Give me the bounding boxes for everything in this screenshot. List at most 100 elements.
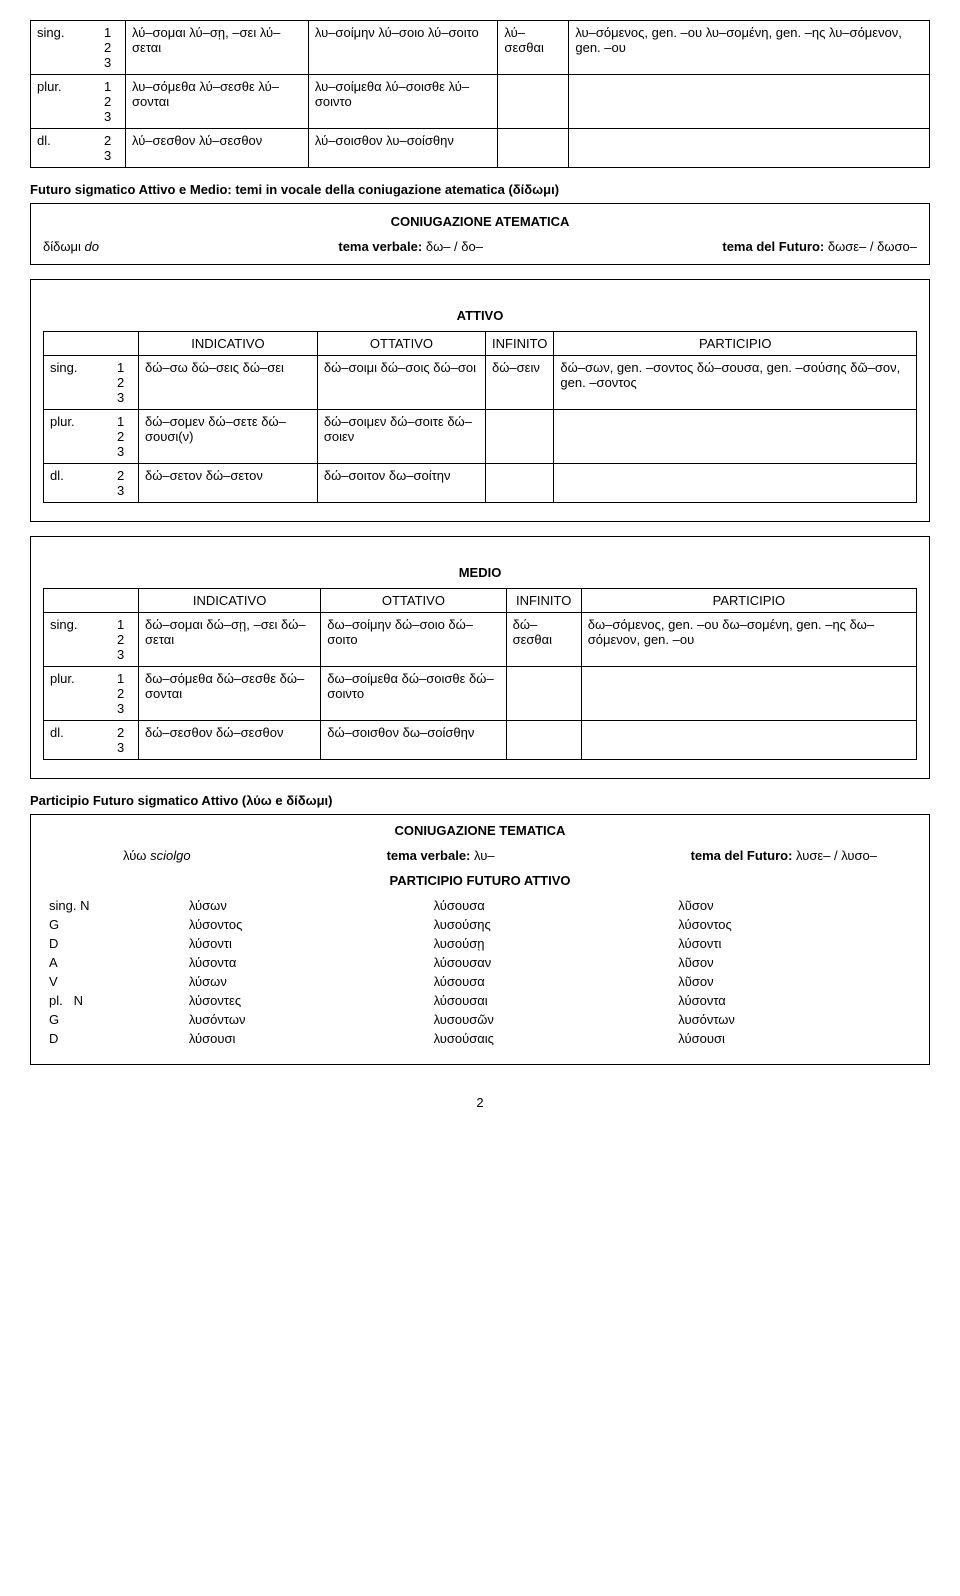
cell: λύσουσα	[428, 972, 673, 991]
verb-gloss-tematica: sciolgo	[150, 848, 190, 863]
column-header: PARTICIPIO	[554, 332, 917, 356]
cell: λυσούσῃ	[428, 934, 673, 953]
cell: λύσουσι	[183, 1029, 428, 1048]
cell: λυσόντων	[183, 1010, 428, 1029]
row-nums: 2 3	[111, 464, 139, 503]
cell: λῦσον	[672, 953, 917, 972]
cell: λύσουσαι	[428, 991, 673, 1010]
title-attivo: ATTIVO	[43, 308, 917, 323]
tema-verbale-label-2: tema verbale:	[387, 848, 471, 863]
cell	[569, 129, 930, 168]
row-label: sing.	[31, 21, 99, 75]
tema-line-tematica: λύω sciolgo tema verbale: λυ– tema del F…	[43, 848, 917, 869]
verb-gloss-atematica: do	[85, 239, 99, 254]
table-row: Gλυσόντωνλυσουσῶνλυσόντων	[43, 1010, 917, 1029]
table-row: sing. Nλύσωνλύσουσαλῦσον	[43, 896, 917, 915]
tema-futuro-label: tema del Futuro:	[722, 239, 824, 254]
cell: λύσοντα	[183, 953, 428, 972]
cell	[581, 667, 916, 721]
table-row: Dλύσοντιλυσούσῃλύσοντι	[43, 934, 917, 953]
cell: λύσοντος	[183, 915, 428, 934]
cell	[554, 410, 917, 464]
title-coniugazione-tematica: CONIUGAZIONE TEMATICA	[43, 823, 917, 838]
cell: δω–σόμενος, gen. –ου δω–σομένη, gen. –ης…	[581, 613, 916, 667]
cell	[486, 464, 554, 503]
tema-verbale-val-2: λυ–	[474, 848, 495, 863]
tema-futuro-val: δωσε– / δωσο–	[828, 239, 917, 254]
case-label: A	[43, 953, 183, 972]
tema-verbale-label: tema verbale:	[338, 239, 422, 254]
table-medio: INDICATIVOOTTATIVOINFINITOPARTICIPIO sin…	[43, 588, 917, 760]
cell: λυσούσης	[428, 915, 673, 934]
cell: δώ–σομαι δώ–σῃ, –σει δώ–σεται	[139, 613, 321, 667]
heading-futuro-sigmatico: Futuro sigmatico Attivo e Medio: temi in…	[30, 182, 930, 197]
cell: δώ–σοισθον δω–σοίσθην	[321, 721, 506, 760]
cell: λυσόντων	[672, 1010, 917, 1029]
cell: δώ–σω δώ–σεις δώ–σει	[139, 356, 318, 410]
row-nums: 1 2 3	[98, 21, 126, 75]
cell: δώ–σομεν δώ–σετε δώ–σουσι(ν)	[139, 410, 318, 464]
table-row: plur.1 2 3δώ–σομεν δώ–σετε δώ–σουσι(ν)δώ…	[44, 410, 917, 464]
heading-participio-futuro: Participio Futuro sigmatico Attivo (λύω …	[30, 793, 930, 808]
row-nums: 1 2 3	[111, 410, 139, 464]
tema-verbale-val: δω– / δο–	[426, 239, 483, 254]
cell: λυ–σοίμεθα λύ–σοισθε λύ–σοιντο	[308, 75, 498, 129]
row-label: plur.	[31, 75, 99, 129]
box-coniugazione-atematica: CONIUGAZIONE ATEMATICA δίδωμι do tema ve…	[30, 203, 930, 265]
table-top-conjugation: sing.1 2 3λύ–σομαι λύ–σῃ, –σει λύ–σεταιλ…	[30, 20, 930, 168]
cell: δώ–σειν	[486, 356, 554, 410]
table-row: plur.1 2 3δω–σόμεθα δώ–σεσθε δώ–σονταιδω…	[44, 667, 917, 721]
cell	[581, 721, 916, 760]
case-label: sing. N	[43, 896, 183, 915]
cell: λύσων	[183, 972, 428, 991]
verb-tematica: λύω	[123, 848, 146, 863]
cell: λύσοντες	[183, 991, 428, 1010]
table-row: plur.1 2 3λυ–σόμεθα λύ–σεσθε λύ–σονταιλυ…	[31, 75, 930, 129]
table-row: dl.2 3δώ–σεσθον δώ–σεσθονδώ–σοισθον δω–σ…	[44, 721, 917, 760]
tema-line-atematica: δίδωμι do tema verbale: δω– / δο– tema d…	[43, 239, 917, 254]
table-row: sing.1 2 3δώ–σω δώ–σεις δώ–σειδώ–σοιμι δ…	[44, 356, 917, 410]
cell: λύ–σοισθον λυ–σοίσθην	[308, 129, 498, 168]
row-label: dl.	[31, 129, 99, 168]
row-label: dl.	[44, 464, 112, 503]
cell: λύσοντι	[672, 934, 917, 953]
case-label: G	[43, 1010, 183, 1029]
column-header: OTTATIVO	[317, 332, 485, 356]
box-medio: MEDIO INDICATIVOOTTATIVOINFINITOPARTICIP…	[30, 536, 930, 779]
cell: λύσοντι	[183, 934, 428, 953]
table-row: dl.2 3δώ–σετον δώ–σετονδώ–σοιτον δω–σοίτ…	[44, 464, 917, 503]
cell: λῦσον	[672, 896, 917, 915]
title-medio: MEDIO	[43, 565, 917, 580]
cell	[506, 721, 581, 760]
column-header: INFINITO	[506, 589, 581, 613]
title-participio-futuro-attivo: PARTICIPIO FUTURO ATTIVO	[43, 873, 917, 888]
cell: δώ–σεσθαι	[506, 613, 581, 667]
cell	[486, 410, 554, 464]
column-header: OTTATIVO	[321, 589, 506, 613]
cell	[554, 464, 917, 503]
row-label: sing.	[44, 613, 112, 667]
cell: λυσούσαις	[428, 1029, 673, 1048]
cell	[569, 75, 930, 129]
table-row: sing.1 2 3δώ–σομαι δώ–σῃ, –σει δώ–σεταιδ…	[44, 613, 917, 667]
table-row: Gλύσοντοςλυσούσηςλύσοντος	[43, 915, 917, 934]
row-label: plur.	[44, 410, 112, 464]
table-attivo: INDICATIVOOTTATIVOINFINITOPARTICIPIO sin…	[43, 331, 917, 503]
row-nums: 2 3	[111, 721, 139, 760]
cell: δω–σοίμην δώ–σοιο δώ–σοιτο	[321, 613, 506, 667]
cell: δώ–σοιμεν δώ–σοιτε δώ–σοιεν	[317, 410, 485, 464]
cell: λυσουσῶν	[428, 1010, 673, 1029]
case-label: D	[43, 1029, 183, 1048]
case-label: D	[43, 934, 183, 953]
cell: λυ–σοίμην λύ–σοιο λύ–σοιτο	[308, 21, 498, 75]
cell: δώ–σεσθον δώ–σεσθον	[139, 721, 321, 760]
row-nums: 2 3	[98, 129, 126, 168]
row-nums: 1 2 3	[111, 667, 139, 721]
column-header: INFINITO	[486, 332, 554, 356]
cell: δώ–σετον δώ–σετον	[139, 464, 318, 503]
case-label: pl. N	[43, 991, 183, 1010]
row-label: dl.	[44, 721, 112, 760]
cell: λύσουσαν	[428, 953, 673, 972]
case-label: G	[43, 915, 183, 934]
cell: λυ–σόμενος, gen. –ου λυ–σομένη, gen. –ης…	[569, 21, 930, 75]
